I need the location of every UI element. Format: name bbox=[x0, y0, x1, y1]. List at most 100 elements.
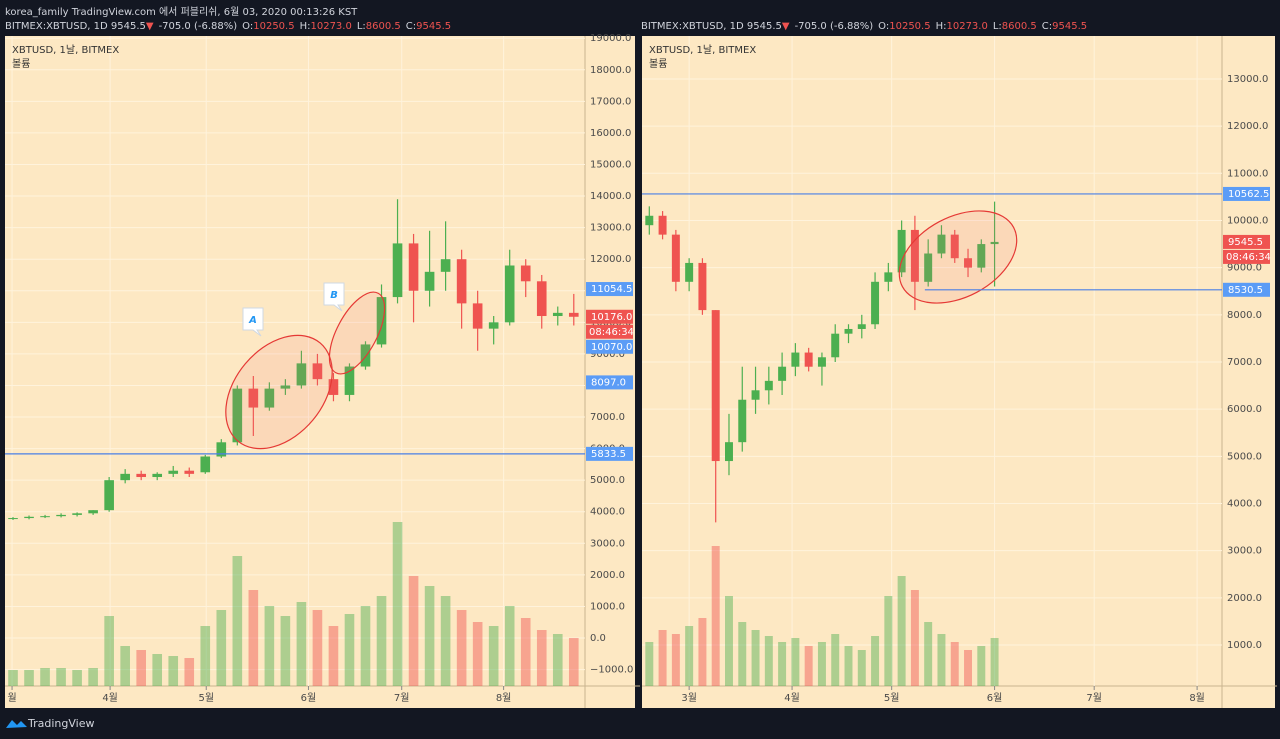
volume-bar bbox=[408, 576, 419, 686]
price-label-box bbox=[1223, 234, 1270, 249]
candle-body bbox=[897, 229, 906, 273]
candle-body bbox=[152, 473, 163, 478]
chart-subtitle: 볼륨 bbox=[649, 58, 667, 70]
candle-body bbox=[392, 243, 403, 298]
volume-bar bbox=[990, 638, 999, 686]
legend-segment: 10273.0 bbox=[310, 21, 351, 32]
candle-body bbox=[791, 352, 800, 367]
y-tick-label: 14000.0 bbox=[590, 191, 631, 202]
candle-body bbox=[711, 310, 720, 462]
volume-bar bbox=[844, 646, 853, 686]
legend-segment: H: bbox=[300, 21, 311, 32]
x-tick-label: 월 bbox=[7, 692, 16, 704]
candle-body bbox=[72, 513, 82, 515]
candle-body bbox=[884, 272, 893, 282]
volume-bar bbox=[472, 622, 483, 686]
x-tick-label: 3월 bbox=[681, 692, 697, 704]
price-label-box bbox=[586, 309, 633, 324]
price-label: 9545.5 bbox=[1228, 237, 1263, 248]
y-tick-label: 9000.0 bbox=[1227, 263, 1262, 274]
timer-box bbox=[586, 324, 633, 339]
x-tick-label: 4월 bbox=[102, 692, 118, 704]
candle-body bbox=[424, 271, 435, 291]
x-tick-label: 7월 bbox=[394, 692, 410, 704]
candle-body bbox=[804, 352, 813, 367]
y-tick-label: 5000.0 bbox=[590, 475, 625, 486]
candle-body bbox=[977, 244, 986, 268]
volume-bar bbox=[671, 634, 680, 686]
legend-segment: -705.0 (-6.88%) bbox=[795, 21, 874, 32]
volume-bar bbox=[440, 596, 451, 686]
volume-bar bbox=[184, 658, 195, 686]
candle-body bbox=[408, 243, 419, 291]
publish-header: korea_family TradingView.com 에서 퍼블리쉬, 6월… bbox=[5, 6, 358, 18]
volume-bar bbox=[791, 638, 800, 686]
y-tick-label: 7000.0 bbox=[1227, 357, 1262, 368]
candle-body bbox=[844, 328, 853, 334]
candle-body bbox=[344, 366, 355, 395]
y-tick-label: 19000.0 bbox=[590, 33, 631, 44]
volume-bar bbox=[104, 616, 114, 686]
candle-body bbox=[751, 390, 760, 400]
candle-body bbox=[764, 380, 773, 391]
candle-body bbox=[552, 312, 563, 317]
callout-box bbox=[242, 307, 264, 337]
x-tick-label: 8월 bbox=[1189, 692, 1205, 704]
volume-bar bbox=[884, 596, 893, 686]
legend-segment: -705.0 (-6.88%) bbox=[159, 21, 238, 32]
legend-segment: BITMEX:XBTUSD, 1D 9545.5 bbox=[641, 21, 782, 32]
candle-body bbox=[685, 262, 694, 282]
legend-segment: ▼ bbox=[146, 21, 154, 32]
callout-text: B bbox=[330, 290, 338, 301]
volume-bar bbox=[552, 634, 563, 686]
candle-body bbox=[472, 303, 483, 329]
candle-body bbox=[520, 265, 531, 282]
footer-text: TradingView bbox=[27, 717, 94, 730]
logo bbox=[6, 720, 27, 728]
volume-bar bbox=[456, 610, 467, 686]
y-tick-label: 6000.0 bbox=[1227, 404, 1262, 415]
volume-bar bbox=[536, 630, 547, 686]
legend-segment: 8600.5 bbox=[366, 21, 401, 32]
candle-body bbox=[376, 297, 387, 345]
volume-bar bbox=[232, 556, 243, 686]
candle-body bbox=[232, 388, 243, 443]
volume-bar bbox=[8, 670, 18, 686]
volume-bar bbox=[360, 606, 371, 686]
legend-segment: ▼ bbox=[782, 21, 790, 32]
candle-body bbox=[568, 312, 579, 317]
x-tick-label: 5월 bbox=[198, 692, 214, 704]
x-tick-label: 7월 bbox=[1086, 692, 1102, 704]
timer-label: 08:46:34 bbox=[1226, 252, 1271, 263]
y-tick-label: 0.0 bbox=[590, 633, 606, 644]
candle-body bbox=[831, 333, 840, 358]
panel-right bbox=[642, 36, 1275, 708]
legend-segment: L: bbox=[357, 21, 366, 32]
y-tick-label: 8000.0 bbox=[1227, 310, 1262, 321]
volume-bar bbox=[724, 596, 733, 686]
candle-body bbox=[990, 241, 999, 245]
candle-body bbox=[536, 281, 547, 317]
volume-bar bbox=[977, 646, 986, 686]
volume-bar bbox=[937, 634, 946, 686]
volume-bar bbox=[831, 634, 840, 686]
candle-body bbox=[168, 470, 179, 474]
volume-bar bbox=[897, 576, 906, 686]
callout-text: A bbox=[248, 315, 257, 326]
volume-bar bbox=[216, 610, 227, 686]
volume-bar bbox=[817, 642, 826, 686]
timer-box bbox=[1223, 249, 1270, 264]
candle-body bbox=[645, 215, 654, 226]
candle-body bbox=[216, 442, 227, 457]
volume-bar bbox=[751, 630, 760, 686]
candle-body bbox=[817, 357, 826, 367]
y-tick-label: 1000.0 bbox=[590, 601, 625, 612]
candle-body bbox=[184, 470, 195, 474]
y-tick-label: 11000.0 bbox=[1227, 168, 1268, 179]
volume-bar bbox=[296, 602, 307, 686]
candle-body bbox=[671, 234, 680, 282]
x-tick-label: 6월 bbox=[987, 692, 1003, 704]
candle-body bbox=[738, 399, 747, 443]
volume-bar bbox=[88, 668, 98, 686]
price-label: 10176.0 bbox=[591, 312, 632, 323]
